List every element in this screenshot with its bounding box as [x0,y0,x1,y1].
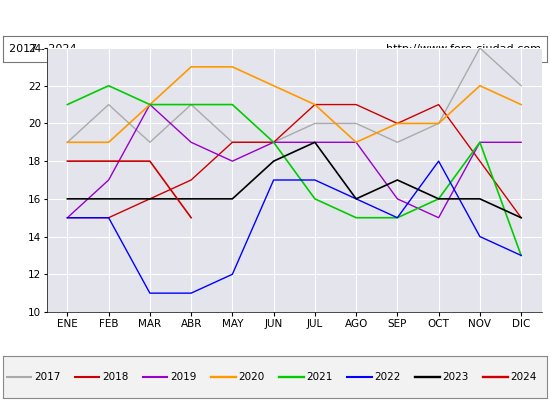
Text: 2020: 2020 [238,372,265,382]
Text: 2017 - 2024: 2017 - 2024 [9,44,77,54]
Text: http://www.foro-ciudad.com: http://www.foro-ciudad.com [386,44,541,54]
Text: 2017: 2017 [34,372,60,382]
Text: 2022: 2022 [375,372,401,382]
Text: 2023: 2023 [442,372,469,382]
Text: 2019: 2019 [170,372,196,382]
Text: 2024: 2024 [510,372,537,382]
Text: 2021: 2021 [306,372,333,382]
Text: Evolucion del paro registrado en Magaz de Cepeda: Evolucion del paro registrado en Magaz d… [89,10,461,24]
Text: 2018: 2018 [102,372,129,382]
